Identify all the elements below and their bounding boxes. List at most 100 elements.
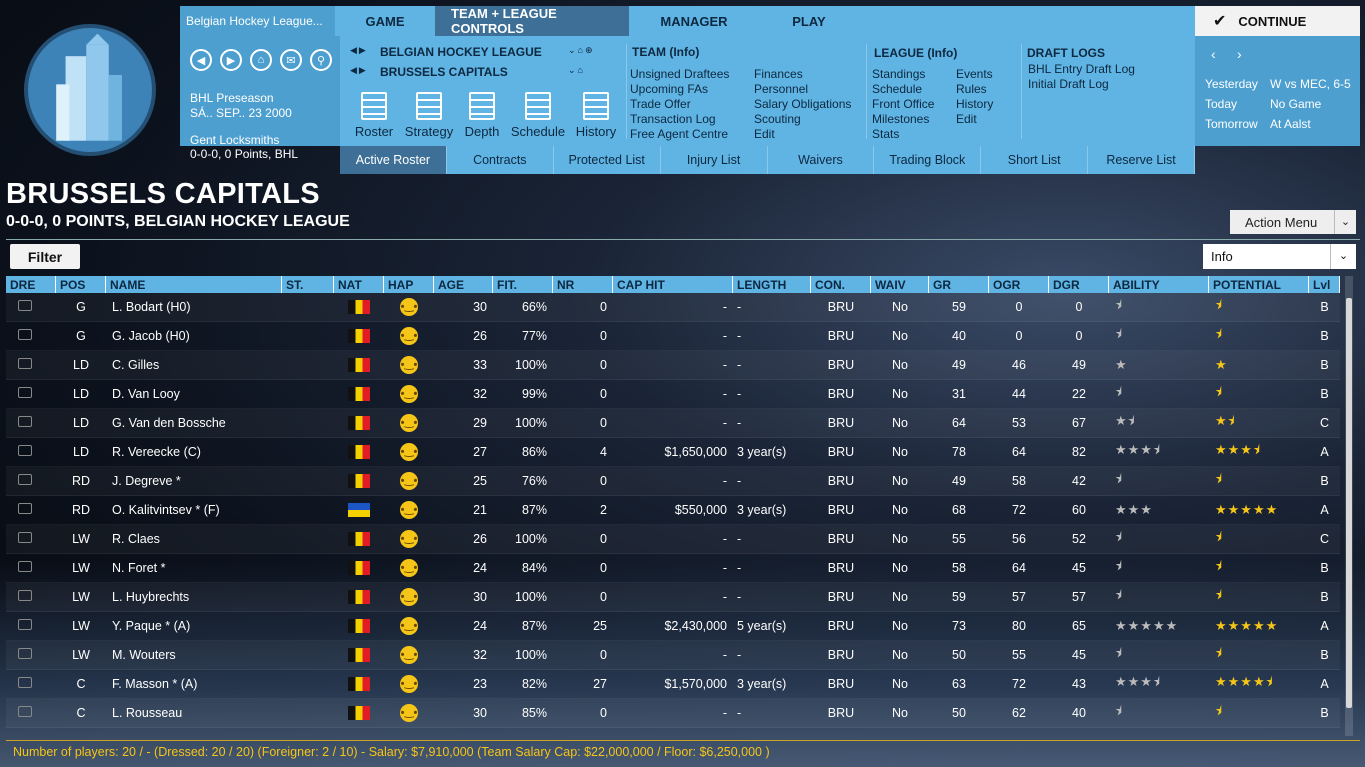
prev-day-icon[interactable]: ‹ bbox=[1211, 46, 1216, 62]
view-select[interactable]: Info ⌄ bbox=[1203, 244, 1356, 269]
day-result[interactable]: At Aalst bbox=[1270, 117, 1311, 131]
subtab-waivers[interactable]: Waivers bbox=[768, 146, 875, 174]
strategy-button[interactable]: Strategy bbox=[399, 92, 459, 139]
column-header[interactable]: GR bbox=[929, 276, 989, 293]
column-header[interactable]: NR bbox=[553, 276, 613, 293]
menu-item-finances[interactable]: Finances bbox=[754, 67, 803, 81]
table-row[interactable]: LW Y. Paque * (A) •‿• 24 87% 25 $2,430,000 5 ye… bbox=[6, 612, 1340, 641]
menu-item-league-history[interactable]: History bbox=[956, 97, 994, 111]
mail-icon[interactable]: ✉ bbox=[280, 49, 302, 71]
player-name[interactable]: N. Foret * bbox=[112, 561, 166, 575]
column-header[interactable]: AGE bbox=[434, 276, 493, 293]
column-header[interactable]: DGR bbox=[1049, 276, 1109, 293]
column-header[interactable]: POTENTIAL bbox=[1209, 276, 1309, 293]
column-header[interactable]: WAIV bbox=[871, 276, 929, 293]
column-header[interactable]: NAME bbox=[106, 276, 282, 293]
dressed-icon[interactable] bbox=[18, 358, 32, 369]
dressed-icon[interactable] bbox=[18, 677, 32, 688]
tab-play[interactable]: PLAY bbox=[792, 13, 826, 29]
player-name[interactable]: D. Van Looy bbox=[112, 387, 180, 401]
menu-item-league-edit[interactable]: Edit bbox=[956, 112, 977, 126]
player-name[interactable]: O. Kalitvintsev * (F) bbox=[112, 503, 220, 517]
team-logo[interactable] bbox=[24, 24, 156, 156]
action-menu-button[interactable]: Action Menu ⌄ bbox=[1230, 210, 1356, 234]
column-header[interactable]: HAP bbox=[384, 276, 434, 293]
player-name[interactable]: J. Degreve * bbox=[112, 474, 181, 488]
scrollbar-thumb[interactable] bbox=[1346, 298, 1352, 708]
column-header[interactable]: NAT bbox=[334, 276, 384, 293]
player-name[interactable]: G. Jacob (H0) bbox=[112, 329, 190, 343]
dressed-icon[interactable] bbox=[18, 706, 32, 717]
menu-item-trade-offer[interactable]: Trade Offer bbox=[630, 97, 691, 111]
league-info-heading[interactable]: LEAGUE (Info) bbox=[874, 46, 958, 60]
menu-item-events[interactable]: Events bbox=[956, 67, 993, 81]
table-row[interactable]: LW N. Foret * •‿• 24 84% 0 - - BRU No 58 64 45 ⯨ ⯨ B bbox=[6, 554, 1340, 583]
menu-item-league-schedule[interactable]: Schedule bbox=[872, 82, 923, 96]
next-day-icon[interactable]: › bbox=[1237, 46, 1242, 62]
dressed-icon[interactable] bbox=[18, 445, 32, 456]
filter-button[interactable]: Filter bbox=[10, 244, 80, 269]
tab-manager[interactable]: MANAGER bbox=[660, 13, 728, 29]
subtab-reserve-list[interactable]: Reserve List bbox=[1088, 146, 1195, 174]
menu-item-stats[interactable]: Stats bbox=[872, 127, 900, 141]
table-row[interactable]: LW L. Huybrechts •‿• 30 100% 0 - - BRU No 59 57 57 ⯨ ⯨… bbox=[6, 583, 1340, 612]
roster-button[interactable]: Roster bbox=[344, 92, 404, 139]
back-icon[interactable]: ◀ bbox=[190, 49, 212, 71]
player-name[interactable]: L. Rousseau bbox=[112, 706, 183, 720]
table-row[interactable]: LW R. Claes •‿• 26 100% 0 - - BRU No 55 56 52 ⯨ ⯨ C bbox=[6, 525, 1340, 554]
table-row[interactable]: LD G. Van den Bossche •‿• 29 100% 0 - - BRU No 64 5… bbox=[6, 409, 1340, 438]
day-result[interactable]: W vs MEC, 6-5 bbox=[1270, 77, 1351, 91]
schedule-button[interactable]: Schedule bbox=[508, 92, 568, 139]
player-name[interactable]: R. Claes bbox=[112, 532, 160, 546]
team-info-heading[interactable]: TEAM (Info) bbox=[632, 45, 700, 59]
table-row[interactable]: C F. Masson * (A) •‿• 23 82% 27 $1,570,000 3 ye… bbox=[6, 670, 1340, 699]
depth-button[interactable]: Depth bbox=[452, 92, 512, 139]
menu-item-personnel[interactable]: Personnel bbox=[754, 82, 809, 96]
player-name[interactable]: F. Masson * (A) bbox=[112, 677, 198, 691]
dressed-icon[interactable] bbox=[18, 590, 32, 601]
opponent-link[interactable]: Gent Locksmiths bbox=[190, 133, 280, 147]
column-header[interactable]: ABILITY bbox=[1109, 276, 1209, 293]
menu-item-scouting[interactable]: Scouting bbox=[754, 112, 801, 126]
league-dropdown[interactable]: Belgian Hockey League... bbox=[180, 6, 335, 36]
table-scrollbar[interactable] bbox=[1345, 276, 1353, 736]
history-button[interactable]: History bbox=[566, 92, 626, 139]
menu-item-front-office[interactable]: Front Office bbox=[872, 97, 935, 111]
player-name[interactable]: L. Bodart (H0) bbox=[112, 300, 191, 314]
table-row[interactable]: RD O. Kalitvintsev * (F) •‿• 21 87% 2 $550,000… bbox=[6, 496, 1340, 525]
menu-item-standings[interactable]: Standings bbox=[872, 67, 926, 81]
menu-item-milestones[interactable]: Milestones bbox=[872, 112, 930, 126]
forward-icon[interactable]: ▶ bbox=[220, 49, 242, 71]
league-arrows-icon[interactable]: ◀▶ bbox=[350, 45, 368, 55]
continue-button[interactable]: ✔ CONTINUE bbox=[1195, 6, 1360, 36]
menu-item-bhl-entry-draft-log[interactable]: BHL Entry Draft Log bbox=[1028, 62, 1135, 76]
player-name[interactable]: R. Vereecke (C) bbox=[112, 445, 201, 459]
home-icon[interactable]: ⌂ bbox=[250, 49, 272, 71]
column-header[interactable]: Lvl bbox=[1309, 276, 1340, 293]
dressed-icon[interactable] bbox=[18, 329, 32, 340]
subtab-active-roster[interactable]: Active Roster bbox=[340, 146, 447, 174]
column-header[interactable]: CON. bbox=[811, 276, 871, 293]
menu-item-initial-draft-log[interactable]: Initial Draft Log bbox=[1028, 77, 1109, 91]
subtab-injury-list[interactable]: Injury List bbox=[661, 146, 768, 174]
column-header[interactable]: ST. bbox=[282, 276, 334, 293]
dressed-icon[interactable] bbox=[18, 300, 32, 311]
team-name[interactable]: BRUSSELS CAPITALS bbox=[380, 65, 508, 79]
subtab-short-list[interactable]: Short List bbox=[981, 146, 1089, 174]
table-row[interactable]: G G. Jacob (H0) •‿• 26 77% 0 - - BRU No 40 0 0 ⯨ ⯨ B bbox=[6, 322, 1340, 351]
menu-item-salary-obligations[interactable]: Salary Obligations bbox=[754, 97, 852, 111]
player-name[interactable]: Y. Paque * (A) bbox=[112, 619, 191, 633]
team-tools-icon[interactable]: ⌄⌂ bbox=[568, 65, 585, 75]
subtab-trading-block[interactable]: Trading Block bbox=[874, 146, 982, 174]
column-header[interactable]: DRE bbox=[6, 276, 56, 293]
tab-game[interactable]: GAME bbox=[365, 13, 405, 29]
search-icon[interactable]: ⚲ bbox=[310, 49, 332, 71]
dressed-icon[interactable] bbox=[18, 619, 32, 630]
table-row[interactable]: G L. Bodart (H0) •‿• 30 66% 0 - - BRU No 59 0 0 ⯨ ⯨ B bbox=[6, 293, 1340, 322]
dressed-icon[interactable] bbox=[18, 561, 32, 572]
dressed-icon[interactable] bbox=[18, 648, 32, 659]
team-arrows-icon[interactable]: ◀▶ bbox=[350, 65, 368, 75]
subtab-protected-list[interactable]: Protected List bbox=[554, 146, 661, 174]
menu-item-team-edit[interactable]: Edit bbox=[754, 127, 775, 141]
dressed-icon[interactable] bbox=[18, 503, 32, 514]
